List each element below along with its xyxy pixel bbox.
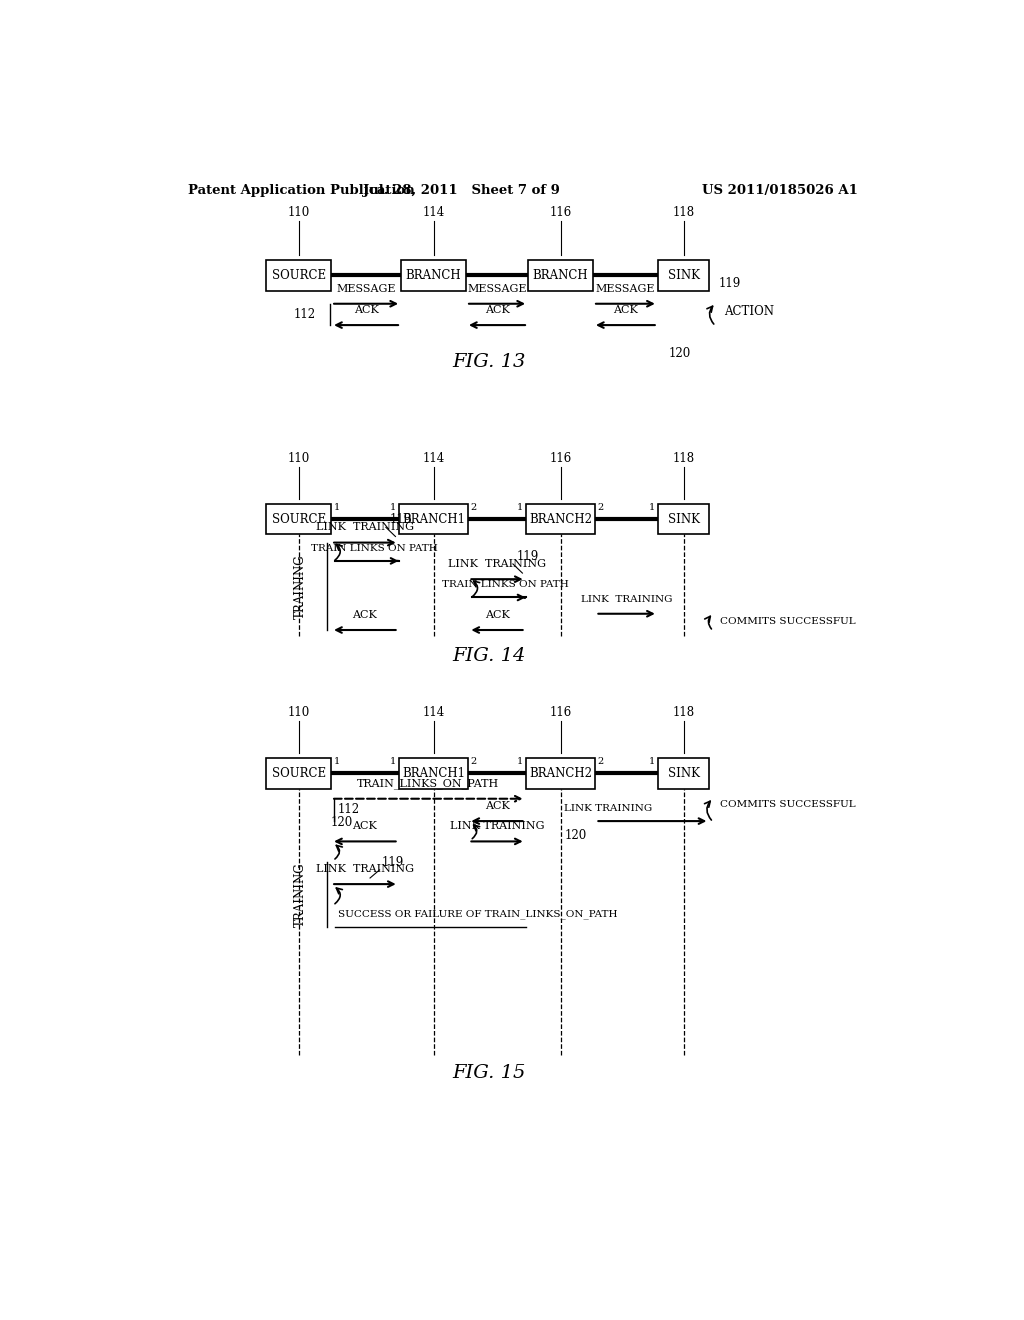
- Text: TRAINING: TRAINING: [294, 862, 307, 927]
- Text: BRANCH2: BRANCH2: [529, 512, 592, 525]
- Text: SINK: SINK: [668, 269, 699, 281]
- Text: 116: 116: [550, 206, 571, 219]
- Text: 110: 110: [288, 706, 309, 719]
- Text: FIG. 13: FIG. 13: [453, 352, 525, 371]
- FancyBboxPatch shape: [528, 260, 593, 290]
- Text: FIG. 15: FIG. 15: [453, 1064, 525, 1082]
- Text: 118: 118: [673, 706, 694, 719]
- Text: 112: 112: [338, 804, 359, 816]
- Text: 119: 119: [719, 276, 741, 289]
- Text: BRANCH1: BRANCH1: [402, 512, 465, 525]
- Text: 120: 120: [564, 829, 587, 842]
- Text: 114: 114: [423, 706, 444, 719]
- Text: ACK: ACK: [352, 821, 377, 832]
- Text: 114: 114: [423, 453, 444, 466]
- Text: SINK: SINK: [668, 512, 699, 525]
- Text: 2: 2: [598, 503, 604, 512]
- FancyBboxPatch shape: [266, 758, 331, 788]
- Text: FIG. 14: FIG. 14: [453, 647, 525, 665]
- Text: TRAINING: TRAINING: [294, 554, 307, 619]
- Text: LINK  TRAINING: LINK TRAINING: [315, 865, 414, 874]
- Text: LINK  TRAINING: LINK TRAINING: [315, 523, 414, 532]
- Text: 118: 118: [673, 453, 694, 466]
- Text: 1: 1: [649, 503, 655, 512]
- Text: BRANCH: BRANCH: [406, 269, 462, 281]
- Text: SUCCESS OR FAILURE OF TRAIN_LINKS_ON_PATH: SUCCESS OR FAILURE OF TRAIN_LINKS_ON_PAT…: [338, 909, 617, 919]
- Text: 1: 1: [390, 758, 396, 766]
- Text: ACK: ACK: [352, 610, 377, 620]
- Text: 118: 118: [673, 206, 694, 219]
- FancyBboxPatch shape: [657, 260, 710, 290]
- Text: 1: 1: [390, 503, 396, 512]
- Text: SOURCE: SOURCE: [271, 767, 326, 780]
- Text: 120: 120: [331, 816, 352, 829]
- Text: LINK TRAINING: LINK TRAINING: [564, 804, 652, 813]
- Text: ACK: ACK: [484, 305, 510, 315]
- Text: ACK: ACK: [484, 801, 510, 810]
- Text: 112: 112: [293, 308, 315, 321]
- Text: ACK: ACK: [484, 610, 510, 620]
- Text: COMMITS SUCCESSFUL: COMMITS SUCCESSFUL: [720, 800, 855, 809]
- FancyBboxPatch shape: [657, 504, 710, 535]
- Text: 1: 1: [334, 503, 340, 512]
- Text: 1: 1: [649, 758, 655, 766]
- Text: TRAIN LINKS ON PATH: TRAIN LINKS ON PATH: [441, 581, 568, 589]
- FancyBboxPatch shape: [398, 504, 468, 535]
- FancyBboxPatch shape: [398, 758, 468, 788]
- Text: US 2011/0185026 A1: US 2011/0185026 A1: [702, 185, 858, 198]
- Text: 1: 1: [334, 758, 340, 766]
- Text: SOURCE: SOURCE: [271, 269, 326, 281]
- Text: 110: 110: [288, 206, 309, 219]
- Text: BRANCH1: BRANCH1: [402, 767, 465, 780]
- Text: 1: 1: [517, 503, 523, 512]
- Text: Jul. 28, 2011   Sheet 7 of 9: Jul. 28, 2011 Sheet 7 of 9: [362, 185, 560, 198]
- Text: LINK  TRAINING: LINK TRAINING: [581, 594, 673, 603]
- Text: TRAIN LINKS ON PATH: TRAIN LINKS ON PATH: [310, 544, 437, 553]
- Text: TRAIN_LINKS_ON_PATH: TRAIN_LINKS_ON_PATH: [357, 777, 500, 788]
- Text: 116: 116: [550, 706, 571, 719]
- Text: 2: 2: [598, 758, 604, 766]
- Text: MESSAGE: MESSAGE: [336, 284, 396, 293]
- FancyBboxPatch shape: [266, 260, 331, 290]
- Text: Patent Application Publication: Patent Application Publication: [187, 185, 415, 198]
- Text: COMMITS SUCCESSFUL: COMMITS SUCCESSFUL: [720, 618, 855, 627]
- Text: 2: 2: [471, 503, 477, 512]
- Text: SOURCE: SOURCE: [271, 512, 326, 525]
- FancyBboxPatch shape: [657, 758, 710, 788]
- Text: ACK: ACK: [353, 305, 379, 315]
- FancyBboxPatch shape: [525, 758, 595, 788]
- Text: BRANCH2: BRANCH2: [529, 767, 592, 780]
- Text: 2: 2: [471, 758, 477, 766]
- FancyBboxPatch shape: [401, 260, 466, 290]
- Text: LINK TRAINING: LINK TRAINING: [450, 821, 545, 832]
- Text: 119: 119: [382, 855, 404, 869]
- Text: 119: 119: [517, 550, 539, 562]
- Text: MESSAGE: MESSAGE: [596, 284, 655, 293]
- Text: 110: 110: [288, 453, 309, 466]
- Text: 120: 120: [669, 347, 690, 360]
- Text: 119: 119: [390, 513, 412, 527]
- Text: 114: 114: [423, 206, 444, 219]
- Text: LINK  TRAINING: LINK TRAINING: [449, 560, 546, 569]
- Text: MESSAGE: MESSAGE: [467, 284, 526, 293]
- FancyBboxPatch shape: [525, 504, 595, 535]
- Text: 1: 1: [517, 758, 523, 766]
- Text: 116: 116: [550, 453, 571, 466]
- Text: SINK: SINK: [668, 767, 699, 780]
- Text: ACTION: ACTION: [724, 305, 773, 318]
- Text: ACK: ACK: [613, 305, 638, 315]
- FancyBboxPatch shape: [266, 504, 331, 535]
- Text: BRANCH: BRANCH: [532, 269, 589, 281]
